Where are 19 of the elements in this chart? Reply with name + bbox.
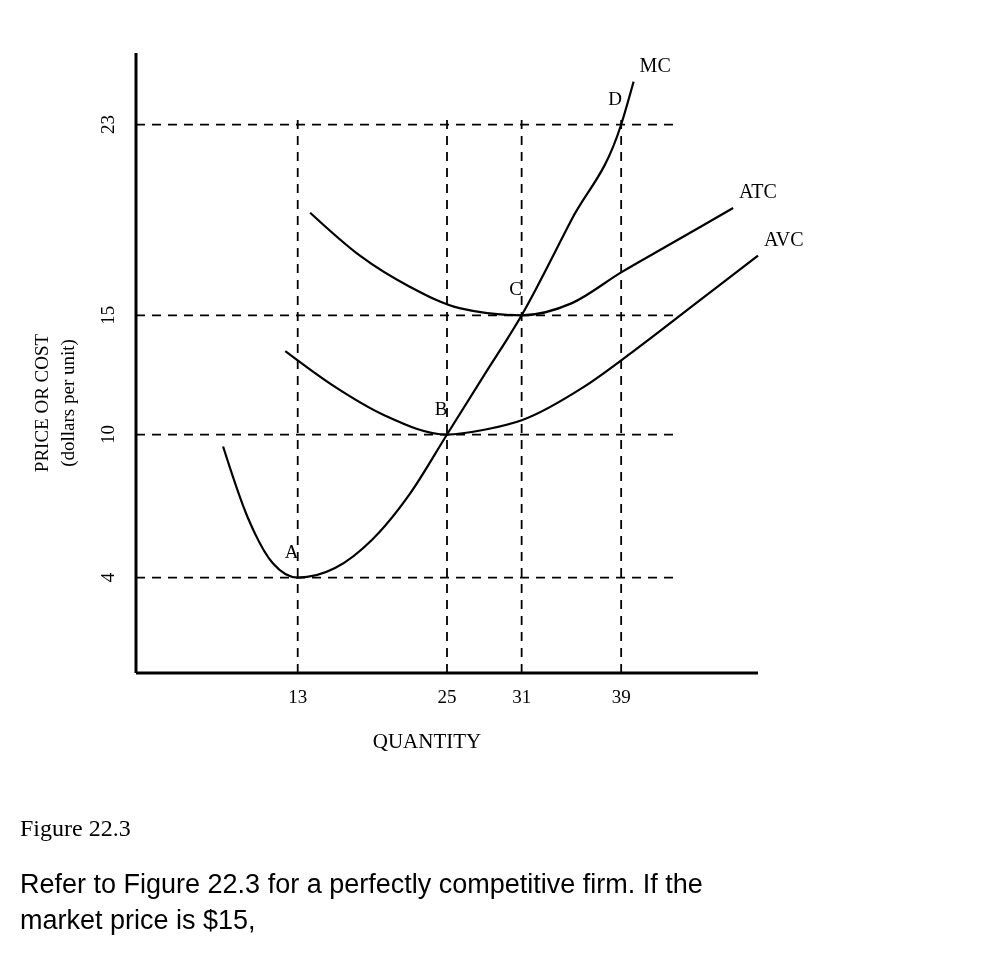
annotation: B [434,397,448,419]
annotation: D [608,87,623,109]
series-label: ATC [739,180,777,202]
x-tick-label: 13 [288,686,308,707]
y-tick-label: 10 [97,425,118,445]
x-axis-title: QUANTITY [372,729,482,753]
x-tick-label: 39 [611,686,631,707]
y-tick-label: 4 [97,572,118,583]
series-label: AVC [764,227,804,250]
annotation: C [509,278,522,300]
x-tick-label: 31 [512,686,532,707]
annotation: A [284,540,299,562]
text: Refer to Figure 22.3 for a perfectly competitive firm. If the market price is $15, [20,869,703,935]
y-axis-title: PRICE OR COST (dollars per unit) [31,333,79,473]
caption: Figure 22.3 [20,815,131,841]
y-tick-label: 23 [97,115,118,135]
series-label: MC [639,53,671,76]
x-tick-label: 25 [437,686,457,707]
y-tick-label: 15 [97,305,118,325]
